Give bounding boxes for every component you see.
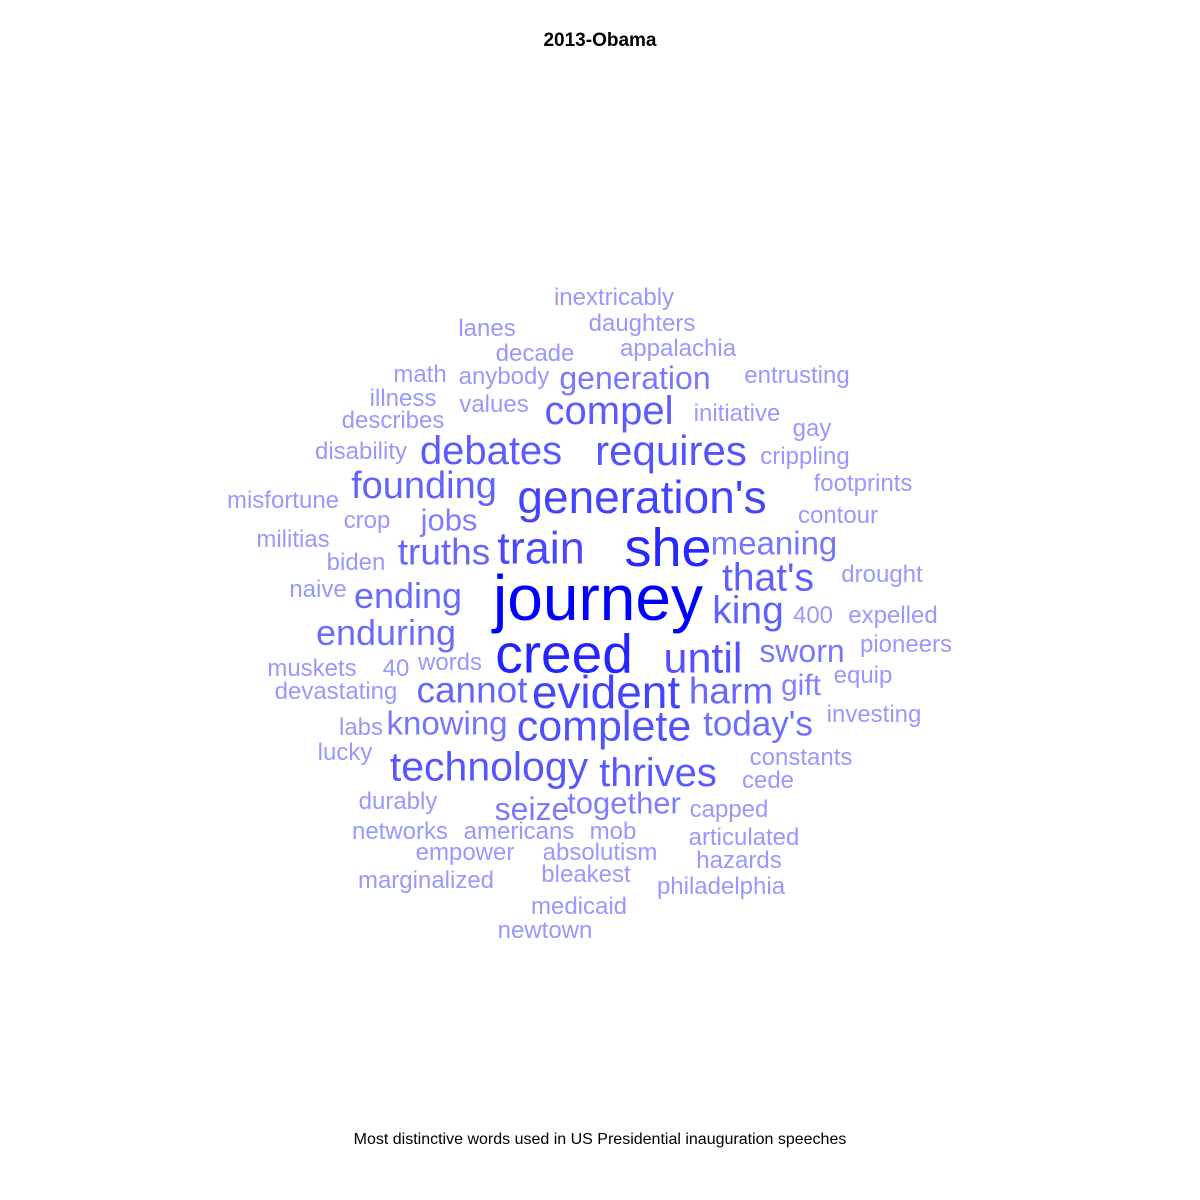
word-seize: seize	[494, 791, 570, 827]
word-durably: durably	[358, 788, 438, 815]
word-daughters: daughters	[588, 310, 696, 337]
word-anybody: anybody	[458, 363, 550, 390]
word-founding: founding	[351, 465, 497, 507]
word-mob: mob	[589, 818, 637, 845]
word-misfortune: misfortune	[226, 487, 340, 514]
word-harm: harm	[688, 670, 774, 712]
word-sworn: sworn	[759, 633, 845, 669]
word-debates: debates	[419, 429, 563, 473]
word-knowing: knowing	[386, 704, 508, 742]
chart-caption: Most distinctive words used in US Presid…	[353, 1131, 847, 1148]
word-americans: americans	[463, 818, 575, 845]
word-creed: creed	[495, 622, 633, 685]
word-complete: complete	[516, 702, 692, 751]
word-king: king	[712, 589, 784, 633]
word-compel: compel	[544, 389, 674, 433]
word-technology: technology	[389, 743, 589, 790]
word-lanes: lanes	[458, 315, 516, 342]
word-articulated: articulated	[688, 824, 800, 851]
word-truths: truths	[397, 531, 491, 573]
word-enduring: enduring	[315, 612, 457, 653]
word-capped: capped	[689, 796, 769, 823]
word-disability: disability	[314, 438, 408, 465]
word-40: 40	[382, 655, 410, 682]
word-together: together	[567, 785, 681, 821]
word-networks: networks	[351, 818, 449, 845]
word-contour: contour	[797, 502, 879, 529]
word-hazards: hazards	[696, 847, 782, 874]
word-entrusting: entrusting	[744, 362, 850, 389]
word-until: until	[663, 634, 743, 683]
word-labs: labs	[338, 714, 384, 741]
word-constants: constants	[749, 744, 853, 771]
word-equip: equip	[833, 662, 893, 689]
word-biden: biden	[326, 549, 386, 576]
word-journey: journey	[493, 562, 703, 634]
word-devastating: devastating	[274, 678, 398, 705]
word-naive: naive	[289, 576, 347, 603]
word-decade: decade	[495, 340, 575, 367]
word-requires: requires	[595, 427, 747, 474]
word-lucky: lucky	[317, 739, 373, 766]
word-footprints: footprints	[813, 470, 913, 497]
word-expelled: expelled	[848, 602, 938, 629]
word-describes: describes	[341, 407, 445, 434]
word-gay: gay	[792, 415, 832, 442]
word-investing: investing	[826, 701, 922, 728]
word-inextricably: inextricably	[553, 284, 675, 311]
word-illness: illness	[369, 385, 437, 412]
word-generation-s: generation's	[517, 471, 767, 523]
word-militias: militias	[256, 526, 330, 553]
word-generation: generation	[559, 360, 711, 396]
word-muskets: muskets	[267, 655, 357, 682]
word-newtown: newtown	[497, 917, 593, 944]
word-crippling: crippling	[760, 443, 850, 470]
word-absolutism: absolutism	[542, 839, 658, 866]
word-words: words	[417, 649, 483, 676]
word-train: train	[497, 522, 585, 574]
word-values: values	[459, 391, 529, 418]
word-that-s: that's	[722, 556, 814, 600]
word-pioneers: pioneers	[859, 631, 953, 658]
word-jobs: jobs	[420, 502, 478, 538]
word-400: 400	[792, 602, 834, 629]
word-drought: drought	[841, 561, 923, 588]
chart-title: 2013-Obama	[543, 30, 657, 51]
word-philadelphia: philadelphia	[656, 873, 786, 900]
word-marginalized: marginalized	[357, 867, 495, 894]
word-empower: empower	[415, 839, 515, 866]
word-ending: ending	[353, 575, 463, 616]
word-appalachia: appalachia	[619, 335, 737, 362]
word-she: she	[624, 518, 712, 578]
word-medicaid: medicaid	[530, 893, 628, 920]
word-today-s: today's	[703, 704, 813, 744]
word-meaning: meaning	[710, 524, 838, 562]
word-cede: cede	[741, 767, 795, 794]
word-bleakest: bleakest	[541, 861, 631, 888]
word-gift: gift	[780, 669, 822, 702]
word-cannot: cannot	[416, 669, 528, 711]
word-math: math	[393, 361, 447, 388]
word-initiative: initiative	[693, 400, 781, 427]
word-thrives: thrives	[599, 751, 717, 795]
word-crop: crop	[343, 507, 391, 534]
word-evident: evident	[531, 666, 681, 718]
